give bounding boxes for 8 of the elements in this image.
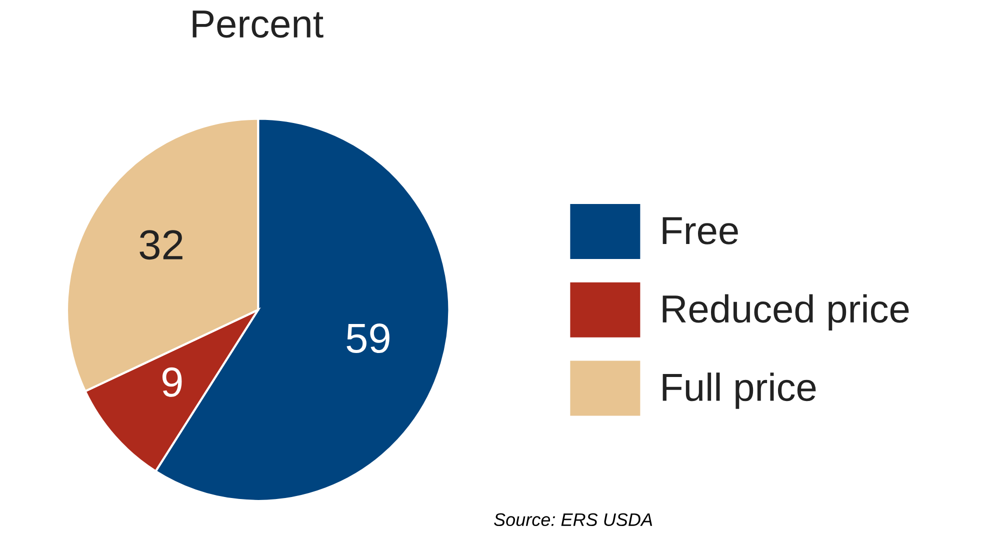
source-note: Source: ERS USDA <box>494 513 652 526</box>
data-label: 32 <box>140 230 182 260</box>
data-label: 9 <box>162 367 182 397</box>
chart-title: Percent <box>192 10 324 38</box>
data-label: 59 <box>346 324 390 354</box>
legend-label: Free <box>662 217 738 244</box>
legend-label: Reduced price <box>662 294 909 330</box>
legend-label: Full price <box>662 372 816 409</box>
